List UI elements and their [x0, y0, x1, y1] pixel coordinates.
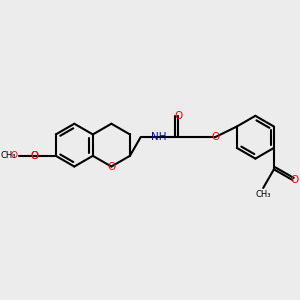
Text: O: O — [30, 151, 38, 161]
Text: O: O — [107, 161, 116, 172]
Text: NH: NH — [152, 132, 167, 142]
Text: O: O — [11, 151, 17, 160]
Text: O: O — [290, 175, 298, 185]
Text: O: O — [31, 151, 38, 161]
Text: CH₃: CH₃ — [1, 151, 16, 160]
Text: O: O — [211, 132, 219, 142]
Text: CH₃: CH₃ — [256, 190, 271, 199]
Text: O: O — [175, 111, 183, 121]
